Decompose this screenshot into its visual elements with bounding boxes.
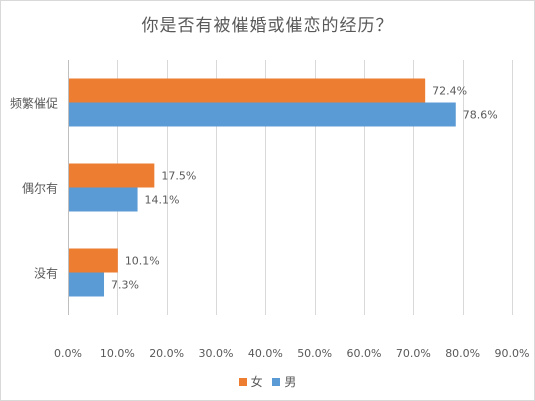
bar-male-1 (69, 187, 138, 212)
x-tick-label-50: 50.0% (297, 347, 332, 360)
bar-female-0 (69, 78, 426, 103)
data-label-female-2: 10.1% (125, 255, 160, 268)
data-label-male-1: 14.1% (145, 194, 180, 207)
x-tick-label-90: 90.0% (495, 347, 530, 360)
legend: 女 男 (1, 373, 534, 390)
data-label-female-1: 17.5% (161, 170, 196, 183)
bar-male-2 (69, 272, 105, 297)
category-label-2: 没有 (34, 266, 58, 281)
x-tick-label-70: 70.0% (396, 347, 431, 360)
x-tick-label-10: 10.0% (100, 347, 135, 360)
data-label-male-2: 7.3% (111, 279, 139, 292)
category-label-0: 频繁催促 (10, 96, 58, 111)
x-tick-label-0: 0.0% (54, 347, 82, 360)
legend-label-female: 女 (250, 375, 263, 389)
plot-area: 0.0% 10.0% 20.0% 30.0% 40.0% 50.0% 60.0% 70.0% 8… (10, 60, 530, 360)
legend-swatch-female (238, 377, 247, 386)
bar-female-2 (69, 248, 118, 273)
chart-title: 你是否有被催婚或催恋的经历？ (141, 16, 394, 36)
legend-item-male: 男 (272, 373, 296, 390)
data-label-male-0: 78.6% (463, 109, 498, 122)
legend-label-male: 男 (284, 375, 297, 389)
data-label-female-0: 72.4% (432, 85, 467, 98)
x-tick-label-40: 40.0% (248, 347, 283, 360)
x-tick-label-20: 20.0% (149, 347, 184, 360)
category-label-1: 偶尔有 (22, 181, 58, 196)
x-tick-label-30: 30.0% (199, 347, 234, 360)
legend-swatch-male (272, 377, 281, 386)
bar-male-0 (69, 102, 456, 127)
bar-female-1 (69, 163, 155, 188)
x-tick-label-80: 80.0% (445, 347, 480, 360)
x-tick-label-60: 60.0% (347, 347, 382, 360)
legend-item-female: 女 (238, 373, 263, 390)
